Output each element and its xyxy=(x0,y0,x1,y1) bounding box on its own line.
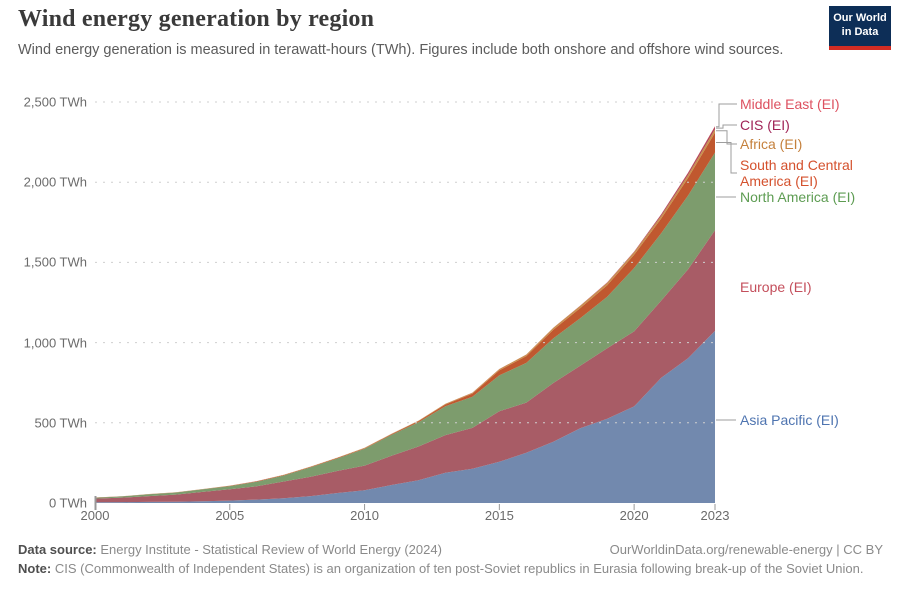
data-source: Data source: Energy Institute - Statisti… xyxy=(18,542,442,557)
chart-note: Note: CIS (Commonwealth of Independent S… xyxy=(18,560,883,578)
page-title: Wind energy generation by region xyxy=(18,6,375,32)
legend-connector xyxy=(716,124,737,129)
owid-logo-line2: in Data xyxy=(841,26,879,38)
y-axis-tick-label: 2,500 TWh xyxy=(23,94,87,110)
x-axis-tick-label: 2015 xyxy=(484,508,514,523)
legend-item-africa[interactable]: Africa (EI) xyxy=(740,136,803,152)
x-axis-tick-label: 2023 xyxy=(700,508,730,523)
y-axis-tick-label: 2,000 TWh xyxy=(23,174,87,190)
note-label: Note: xyxy=(18,561,52,576)
legend-item-south-central-america[interactable]: South and Central America (EI) xyxy=(740,157,853,190)
x-axis-tick-label: 2020 xyxy=(619,508,649,523)
area-1[interactable] xyxy=(95,230,715,503)
data-source-text: Energy Institute - Statistical Review of… xyxy=(100,542,442,557)
legend-connector xyxy=(716,103,737,128)
chart-subtitle: Wind energy generation is measured in te… xyxy=(18,42,784,58)
area-2[interactable] xyxy=(95,152,715,499)
owid-logo-stripe xyxy=(829,46,891,50)
chart-footer: Data source: Energy Institute - Statisti… xyxy=(18,542,883,578)
y-axis-tick-label: 500 TWh xyxy=(34,415,87,431)
data-source-label: Data source: xyxy=(18,542,97,557)
legend-item-middle-east[interactable]: Middle East (EI) xyxy=(740,96,840,112)
legend-connector xyxy=(716,130,737,145)
x-axis-tick-label: 2005 xyxy=(215,508,245,523)
owid-logo-line1: Our World xyxy=(833,12,887,25)
legend-item-asia-pacific[interactable]: Asia Pacific (EI) xyxy=(740,412,839,428)
y-axis-tick-label: 1,000 TWh xyxy=(23,335,87,351)
area-0[interactable] xyxy=(95,330,715,503)
owid-link[interactable]: OurWorldinData.org/renewable-energy | CC… xyxy=(609,542,883,557)
legend-connector xyxy=(716,142,737,174)
y-axis-tick-label: 1,500 TWh xyxy=(23,254,87,270)
owid-logo: Our World in Data xyxy=(829,6,891,50)
legend-item-north-america[interactable]: North America (EI) xyxy=(740,189,856,205)
legend-item-cis[interactable]: CIS (EI) xyxy=(740,117,790,133)
note-text: CIS (Commonwealth of Independent States)… xyxy=(54,561,864,576)
y-axis-tick-label: 0 TWh xyxy=(48,495,87,511)
x-axis-tick-label: 2000 xyxy=(80,508,110,523)
x-axis-tick-label: 2010 xyxy=(350,508,380,523)
legend-item-europe[interactable]: Europe (EI) xyxy=(740,279,812,295)
